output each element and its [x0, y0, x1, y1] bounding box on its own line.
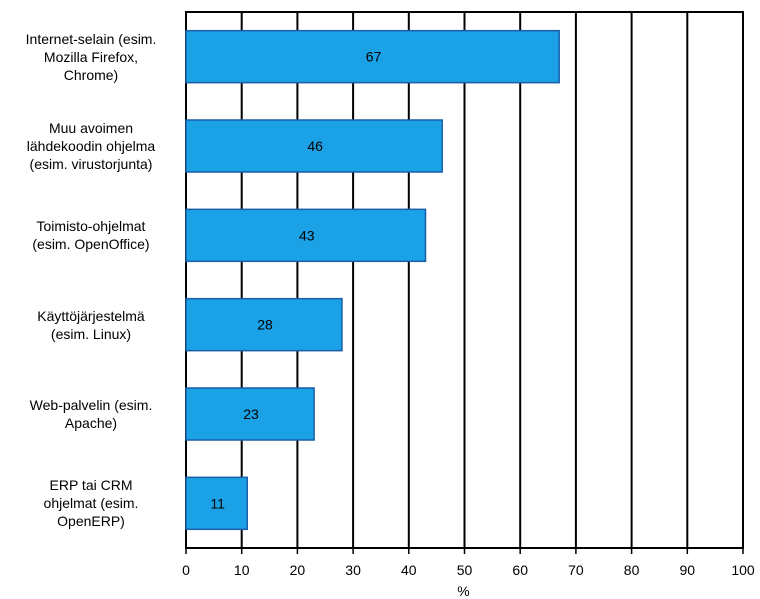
bar — [185, 297, 343, 352]
bar — [185, 208, 427, 263]
x-axis-label: % — [457, 583, 469, 599]
x-tick-label: 80 — [624, 562, 640, 578]
bar — [185, 476, 249, 531]
category-label: Muu avoimen lähdekoodin ohjelma (esim. v… — [26, 120, 156, 172]
x-tick-label: 90 — [680, 562, 696, 578]
bar-value-label: 28 — [257, 317, 273, 333]
x-tick-label: 30 — [345, 562, 361, 578]
bar — [185, 387, 315, 441]
x-tick-label: 20 — [290, 562, 306, 578]
bar — [185, 29, 560, 84]
x-tick-label: 40 — [401, 562, 417, 578]
category-label: ERP tai CRM ohjelmat (esim. OpenERP) — [43, 477, 139, 530]
bar-value-label: 67 — [366, 49, 382, 65]
bar-value-label: 46 — [307, 138, 323, 154]
bar-value-label: 23 — [243, 406, 259, 422]
category-label: Web-palvelin (esim. Apache) — [29, 397, 153, 431]
category-label: Käyttöjärjestelmä (esim. Linux) — [37, 307, 145, 342]
bar — [185, 119, 443, 173]
x-tick-label: 50 — [457, 562, 473, 578]
category-label: Toimisto-ohjelmat (esim. OpenOffice) — [32, 218, 150, 253]
x-tick-label: 0 — [182, 562, 190, 578]
x-tick-label: 10 — [234, 562, 250, 578]
x-tick-label: 60 — [512, 562, 528, 578]
bar-value-label: 11 — [210, 495, 225, 511]
x-tick-label: 70 — [568, 562, 584, 578]
category-label: Internet-selain (esim. Mozilla Firefox, … — [25, 30, 157, 83]
bar-value-label: 43 — [299, 227, 315, 243]
x-tick-label: 100 — [731, 562, 755, 578]
